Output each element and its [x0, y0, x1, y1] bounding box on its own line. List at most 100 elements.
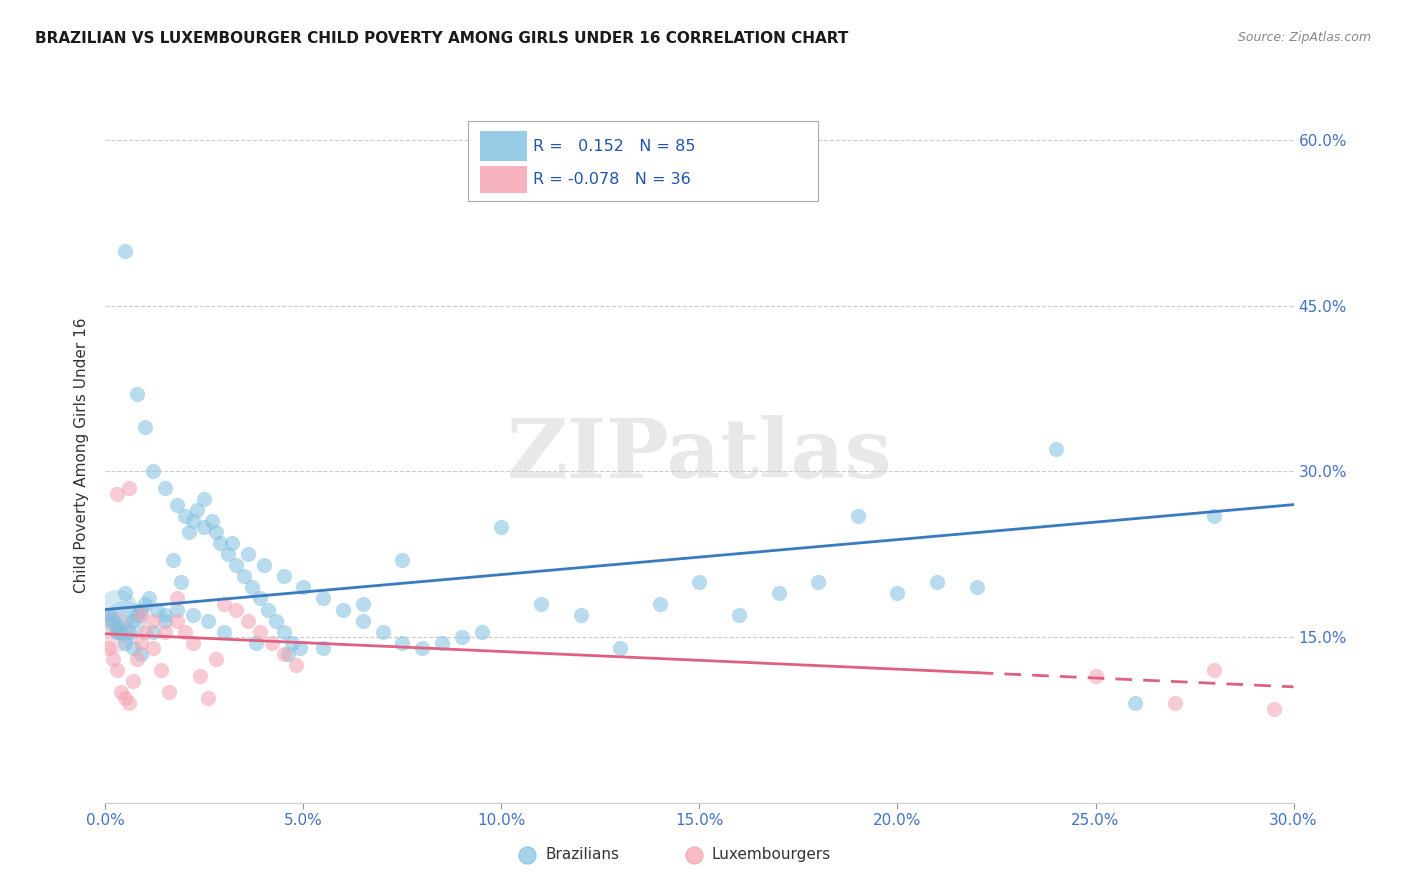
- Point: [129, 602, 152, 616]
- Point: [153, 481, 176, 495]
- Point: [1123, 697, 1146, 711]
- Point: [245, 635, 267, 649]
- Point: [98, 608, 121, 623]
- Point: [118, 481, 141, 495]
- Point: [173, 508, 195, 523]
- Point: [430, 635, 453, 649]
- Point: [264, 614, 287, 628]
- Text: Luxembourgers: Luxembourgers: [711, 847, 831, 863]
- Point: [193, 492, 215, 507]
- Point: [1164, 697, 1187, 711]
- Y-axis label: Child Poverty Among Girls Under 16: Child Poverty Among Girls Under 16: [75, 318, 90, 592]
- Point: [181, 635, 204, 649]
- Point: [142, 641, 165, 656]
- Point: [177, 525, 200, 540]
- Point: [205, 525, 228, 540]
- Point: [221, 536, 243, 550]
- Point: [1204, 508, 1226, 523]
- Point: [450, 630, 472, 644]
- Point: [728, 608, 751, 623]
- FancyBboxPatch shape: [468, 121, 818, 201]
- Point: [277, 647, 299, 661]
- Point: [253, 558, 276, 573]
- Point: [149, 663, 172, 677]
- Point: [280, 635, 302, 649]
- Point: [142, 624, 165, 639]
- Point: [236, 547, 259, 561]
- Point: [157, 685, 180, 699]
- Point: [118, 697, 141, 711]
- Point: [312, 591, 335, 606]
- Point: [332, 602, 354, 616]
- Point: [391, 635, 413, 649]
- Point: [233, 569, 256, 583]
- Point: [129, 647, 152, 661]
- Point: [1084, 669, 1107, 683]
- Point: [201, 514, 224, 528]
- Point: [225, 602, 247, 616]
- Point: [471, 624, 494, 639]
- Point: [352, 597, 374, 611]
- Point: [173, 624, 195, 639]
- Point: [197, 690, 219, 705]
- Point: [114, 690, 136, 705]
- Point: [181, 514, 204, 528]
- Point: [217, 547, 239, 561]
- Point: [153, 608, 176, 623]
- Point: [166, 498, 188, 512]
- Point: [105, 663, 128, 677]
- Point: [491, 519, 513, 533]
- Point: [1204, 663, 1226, 677]
- Point: [256, 602, 278, 616]
- Point: [127, 387, 149, 401]
- Point: [127, 608, 149, 623]
- Point: [530, 597, 553, 611]
- Point: [103, 652, 125, 666]
- Point: [205, 652, 228, 666]
- Point: [284, 657, 307, 672]
- Point: [142, 614, 165, 628]
- Point: [122, 614, 145, 628]
- Text: R =   0.152   N = 85: R = 0.152 N = 85: [533, 138, 696, 153]
- Point: [209, 536, 232, 550]
- Point: [648, 597, 671, 611]
- Point: [105, 602, 128, 616]
- Point: [114, 635, 136, 649]
- Text: Source: ZipAtlas.com: Source: ZipAtlas.com: [1237, 31, 1371, 45]
- Point: [114, 586, 136, 600]
- Point: [273, 647, 295, 661]
- Point: [225, 558, 247, 573]
- Point: [153, 614, 176, 628]
- Point: [260, 635, 283, 649]
- Point: [240, 581, 263, 595]
- Point: [609, 641, 631, 656]
- Point: [273, 624, 295, 639]
- Point: [138, 591, 160, 606]
- Point: [391, 553, 413, 567]
- Point: [352, 614, 374, 628]
- Point: [569, 608, 592, 623]
- Point: [142, 465, 165, 479]
- Point: [114, 614, 136, 628]
- Point: [134, 624, 156, 639]
- Point: [193, 519, 215, 533]
- Point: [98, 641, 121, 656]
- FancyBboxPatch shape: [479, 166, 527, 193]
- Point: [153, 624, 176, 639]
- Point: [122, 674, 145, 689]
- Point: [181, 608, 204, 623]
- Point: [411, 641, 433, 656]
- Point: [146, 602, 169, 616]
- Point: [214, 624, 236, 639]
- Text: ZIPatlas: ZIPatlas: [506, 415, 893, 495]
- Point: [371, 624, 394, 639]
- Text: BRAZILIAN VS LUXEMBOURGER CHILD POVERTY AMONG GIRLS UNDER 16 CORRELATION CHART: BRAZILIAN VS LUXEMBOURGER CHILD POVERTY …: [35, 31, 849, 46]
- Point: [166, 591, 188, 606]
- Point: [122, 641, 145, 656]
- Point: [110, 624, 132, 639]
- Point: [689, 574, 711, 589]
- Point: [105, 619, 128, 633]
- FancyBboxPatch shape: [479, 131, 527, 161]
- Point: [118, 624, 141, 639]
- Point: [925, 574, 948, 589]
